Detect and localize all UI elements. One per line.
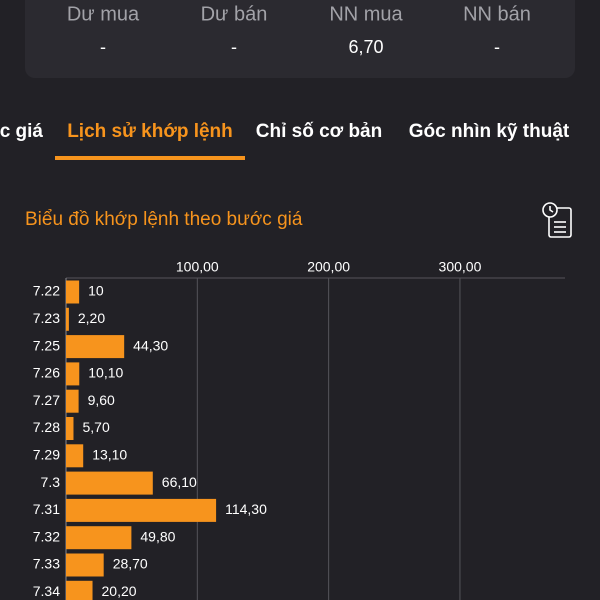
y-tick-label: 7.26 xyxy=(33,365,60,381)
y-tick-label: 7.32 xyxy=(33,528,60,544)
value-label: 20,20 xyxy=(102,583,137,599)
bar xyxy=(66,280,80,304)
x-tick-label: 300,00 xyxy=(439,259,482,275)
bar xyxy=(66,498,217,522)
x-tick-label: 100,00 xyxy=(176,259,219,275)
value-label: 2,20 xyxy=(78,310,105,326)
tab[interactable]: Góc nhìn kỹ thuật xyxy=(409,121,570,142)
value-label: 5,70 xyxy=(82,419,109,435)
bar xyxy=(66,307,69,331)
summary-value: - xyxy=(231,37,237,57)
summary-header: Dư bán xyxy=(201,3,268,25)
bar xyxy=(66,471,153,495)
y-tick-label: 7.31 xyxy=(33,501,60,517)
y-tick-label: 7.3 xyxy=(41,474,61,490)
value-label: 13,10 xyxy=(92,447,127,463)
value-label: 66,10 xyxy=(162,474,197,490)
summary-card xyxy=(25,0,575,78)
summary-value: - xyxy=(494,37,500,57)
active-tab-indicator xyxy=(55,156,245,160)
value-label: 10 xyxy=(88,283,104,299)
bar xyxy=(66,417,74,440)
bar xyxy=(66,389,79,413)
value-label: 49,80 xyxy=(140,528,175,544)
value-label: 44,30 xyxy=(133,337,168,353)
summary-value: 6,70 xyxy=(348,37,383,57)
tab[interactable]: Chỉ số cơ bản xyxy=(256,121,382,142)
value-label: 114,30 xyxy=(225,501,267,517)
history-icon[interactable] xyxy=(542,202,572,238)
value-label: 10,10 xyxy=(88,365,123,381)
summary-header: NN bán xyxy=(463,3,531,25)
summary-value: - xyxy=(100,37,106,57)
bar xyxy=(66,444,84,468)
y-tick-label: 7.28 xyxy=(33,419,60,435)
bar xyxy=(66,362,80,386)
x-tick-label: 200,00 xyxy=(307,259,350,275)
chart-title: Biểu đồ khớp lệnh theo bước giá xyxy=(25,209,303,230)
tab[interactable]: c giá xyxy=(0,121,43,142)
summary-header: NN mua xyxy=(329,3,403,25)
value-label: 28,70 xyxy=(113,556,148,572)
y-tick-label: 7.29 xyxy=(33,447,60,463)
summary-header: Dư mua xyxy=(67,3,140,25)
tab[interactable]: Lịch sử khớp lệnh xyxy=(67,121,233,142)
bar xyxy=(66,553,104,577)
bar xyxy=(66,526,132,550)
bar xyxy=(66,580,93,600)
y-tick-label: 7.33 xyxy=(33,556,60,572)
y-tick-label: 7.22 xyxy=(33,283,60,299)
y-tick-label: 7.25 xyxy=(33,337,60,353)
y-tick-label: 7.23 xyxy=(33,310,60,326)
value-label: 9,60 xyxy=(88,392,115,408)
y-tick-label: 7.27 xyxy=(33,392,60,408)
y-tick-label: 7.34 xyxy=(33,583,60,599)
bar xyxy=(66,335,125,359)
